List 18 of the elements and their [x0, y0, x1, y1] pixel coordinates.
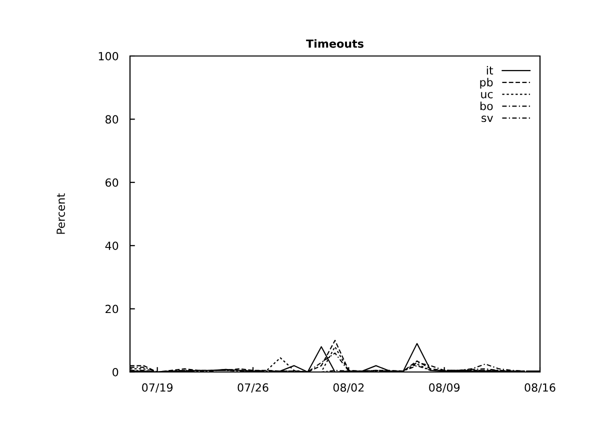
- y-tick-label: 80: [106, 115, 118, 124]
- legend-label: bo: [480, 102, 493, 110]
- chart-title: Timeouts: [306, 39, 364, 48]
- x-tick-label: 07/19: [142, 383, 173, 393]
- y-tick-label: 0: [112, 368, 118, 376]
- legend-label: pb: [480, 78, 493, 89]
- y-axis-title: Percent: [56, 193, 65, 234]
- legend-label: uc: [481, 92, 493, 98]
- x-tick-label: 08/16: [524, 383, 556, 393]
- x-tick-label: 08/02: [333, 383, 364, 393]
- x-tick-label: 07/26: [238, 383, 268, 393]
- x-tick-label: 08/09: [429, 383, 460, 393]
- legend-label: it: [486, 66, 494, 74]
- y-tick-label: 20: [106, 304, 118, 314]
- legend-label: sv: [482, 116, 493, 122]
- y-tick-label: 100: [98, 52, 118, 60]
- y-tick-label: 40: [105, 242, 118, 250]
- y-tick-label: 60: [106, 178, 118, 187]
